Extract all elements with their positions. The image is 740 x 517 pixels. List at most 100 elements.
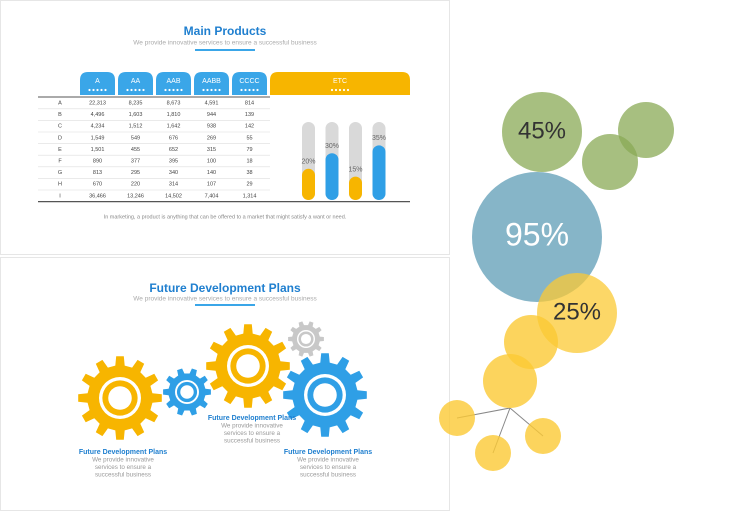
bubble-decoration <box>582 134 638 190</box>
table-cell: 139 <box>245 112 254 118</box>
tab-dot <box>134 88 137 92</box>
bar <box>325 153 339 200</box>
table-cell: 1,603 <box>129 112 143 118</box>
row-label: F <box>58 158 62 164</box>
caption-text: successful business <box>300 472 356 479</box>
bubble-label: 25% <box>553 298 601 325</box>
table-cell: 1,642 <box>167 124 181 130</box>
column-header: AAB <box>166 78 180 85</box>
tab-dot <box>176 88 179 92</box>
tab-dot <box>244 88 247 92</box>
table-cell: 18 <box>246 158 252 164</box>
bubble-label: 45% <box>518 117 566 144</box>
table-cell: 1,810 <box>167 112 181 118</box>
bar-label: 35% <box>372 135 386 142</box>
bubble-decoration <box>439 400 475 436</box>
bar <box>372 145 386 200</box>
table-cell: 295 <box>131 170 140 176</box>
row-label: E <box>58 147 62 153</box>
table-cell: 79 <box>246 147 252 153</box>
bar-label: 15% <box>348 166 362 173</box>
table-cell: 29 <box>246 182 252 188</box>
table-cell: 944 <box>207 112 216 118</box>
table-cell: 140 <box>207 170 216 176</box>
tab-dot <box>202 88 205 92</box>
caption-text: successful business <box>224 438 280 445</box>
table-cell: 220 <box>131 182 140 188</box>
row-label: A <box>58 100 62 106</box>
table-cell: 314 <box>169 182 178 188</box>
tab-dot <box>172 88 175 92</box>
tab-dot <box>334 88 338 92</box>
bubble <box>502 92 582 172</box>
slide-subtitle: We provide innovative services to ensure… <box>133 40 317 47</box>
table-cell: 107 <box>207 182 216 188</box>
table-cell: 1,512 <box>129 124 143 130</box>
tab-dot <box>126 88 129 92</box>
gear-hole <box>108 386 132 410</box>
table-cell: 22,313 <box>89 100 106 106</box>
tab-dot <box>96 88 99 92</box>
table-cell: 315 <box>207 147 216 153</box>
tab-dot <box>130 88 133 92</box>
tab-dot <box>252 88 255 92</box>
tab-dot <box>206 88 209 92</box>
gear-hole <box>236 354 260 378</box>
caption-title: Future Development Plans <box>284 449 372 456</box>
caption-title: Future Development Plans <box>208 415 296 422</box>
table-cell: 938 <box>207 124 216 130</box>
table-cell: 652 <box>169 147 178 153</box>
tab-dot <box>248 88 251 92</box>
caption-text: successful business <box>95 472 151 479</box>
caption-text: We provide innovative <box>221 423 283 430</box>
row-label: G <box>58 170 62 176</box>
tab-dot <box>214 88 217 92</box>
table-cell: 340 <box>169 170 178 176</box>
tab-dot <box>88 88 91 92</box>
table-cell: 269 <box>207 135 216 141</box>
column-header: ETC <box>333 78 347 85</box>
table-cell: 670 <box>93 182 102 188</box>
column-header: AABB <box>202 78 221 85</box>
column-tab <box>270 72 410 95</box>
column-header: A <box>95 78 100 85</box>
slide-title: Future Development Plans <box>149 281 301 295</box>
tab-dot <box>210 88 213 92</box>
table-cell: 7,404 <box>205 193 219 199</box>
bubble-decoration <box>618 102 674 158</box>
table-cell: 1,314 <box>243 193 257 199</box>
caption-text: We provide innovative <box>297 457 359 464</box>
caption-title: Future Development Plans <box>79 449 167 456</box>
table-cell: 55 <box>246 135 252 141</box>
row-label: I <box>59 193 61 199</box>
tab-dot <box>342 88 346 92</box>
table-cell: 38 <box>246 170 252 176</box>
tab-dot <box>100 88 103 92</box>
bubble-decoration <box>525 418 561 454</box>
column-header: CCCC <box>239 78 259 85</box>
caption-text: services to ensure a <box>224 430 281 437</box>
table-cell: 377 <box>131 158 140 164</box>
bar-label: 30% <box>325 143 339 150</box>
table-cell: 8,235 <box>129 100 143 106</box>
table-cell: 4,234 <box>91 124 105 130</box>
row-label: D <box>58 135 62 141</box>
bubble <box>537 273 617 353</box>
row-label: C <box>58 124 62 130</box>
bar <box>349 176 362 200</box>
table-cell: 455 <box>131 147 140 153</box>
tab-dot <box>256 88 259 92</box>
table-cell: 4,591 <box>205 100 219 106</box>
tab-dot <box>104 88 107 92</box>
table-cell: 1,549 <box>91 135 105 141</box>
caption-text: We provide innovative <box>92 457 154 464</box>
bar-label: 20% <box>301 159 315 166</box>
tab-dot <box>346 88 350 92</box>
slide-title: Main Products <box>184 24 267 38</box>
slide-subtitle: We provide innovative services to ensure… <box>133 296 317 303</box>
table-cell: 676 <box>169 135 178 141</box>
row-label: H <box>58 182 62 188</box>
table-cell: 8,673 <box>167 100 181 106</box>
tab-dot <box>338 88 342 92</box>
tab-dot <box>218 88 221 92</box>
